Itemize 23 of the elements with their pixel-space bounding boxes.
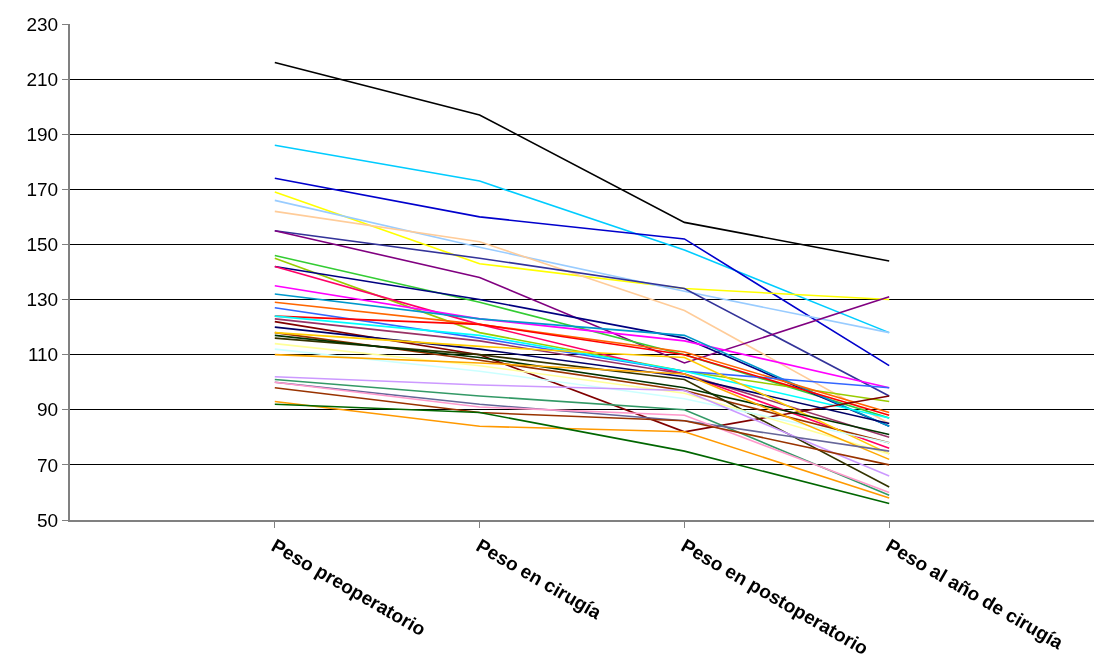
y-tick-label: 150 xyxy=(26,234,59,256)
line-series xyxy=(274,337,890,488)
line-series xyxy=(274,177,890,367)
line-series xyxy=(274,293,890,428)
line-series xyxy=(274,284,890,389)
line-series xyxy=(274,199,890,334)
line-series xyxy=(274,144,890,334)
line-series xyxy=(274,348,890,444)
y-tick-label: 170 xyxy=(26,178,59,200)
y-tick-label: 70 xyxy=(37,454,59,476)
line-series xyxy=(274,307,890,389)
y-tick-label: 50 xyxy=(37,509,59,531)
y-tick-label: 210 xyxy=(26,68,59,90)
y-tick-label: 230 xyxy=(26,13,59,35)
y-tick-label: 90 xyxy=(37,399,59,421)
line-series xyxy=(274,386,890,466)
line-series xyxy=(274,375,890,477)
y-tick-label: 130 xyxy=(26,289,59,311)
line-series xyxy=(274,229,890,364)
line-series xyxy=(274,191,890,301)
line-series xyxy=(274,210,890,425)
y-tick-label: 190 xyxy=(26,123,59,145)
y-tick-label: 110 xyxy=(27,344,59,366)
